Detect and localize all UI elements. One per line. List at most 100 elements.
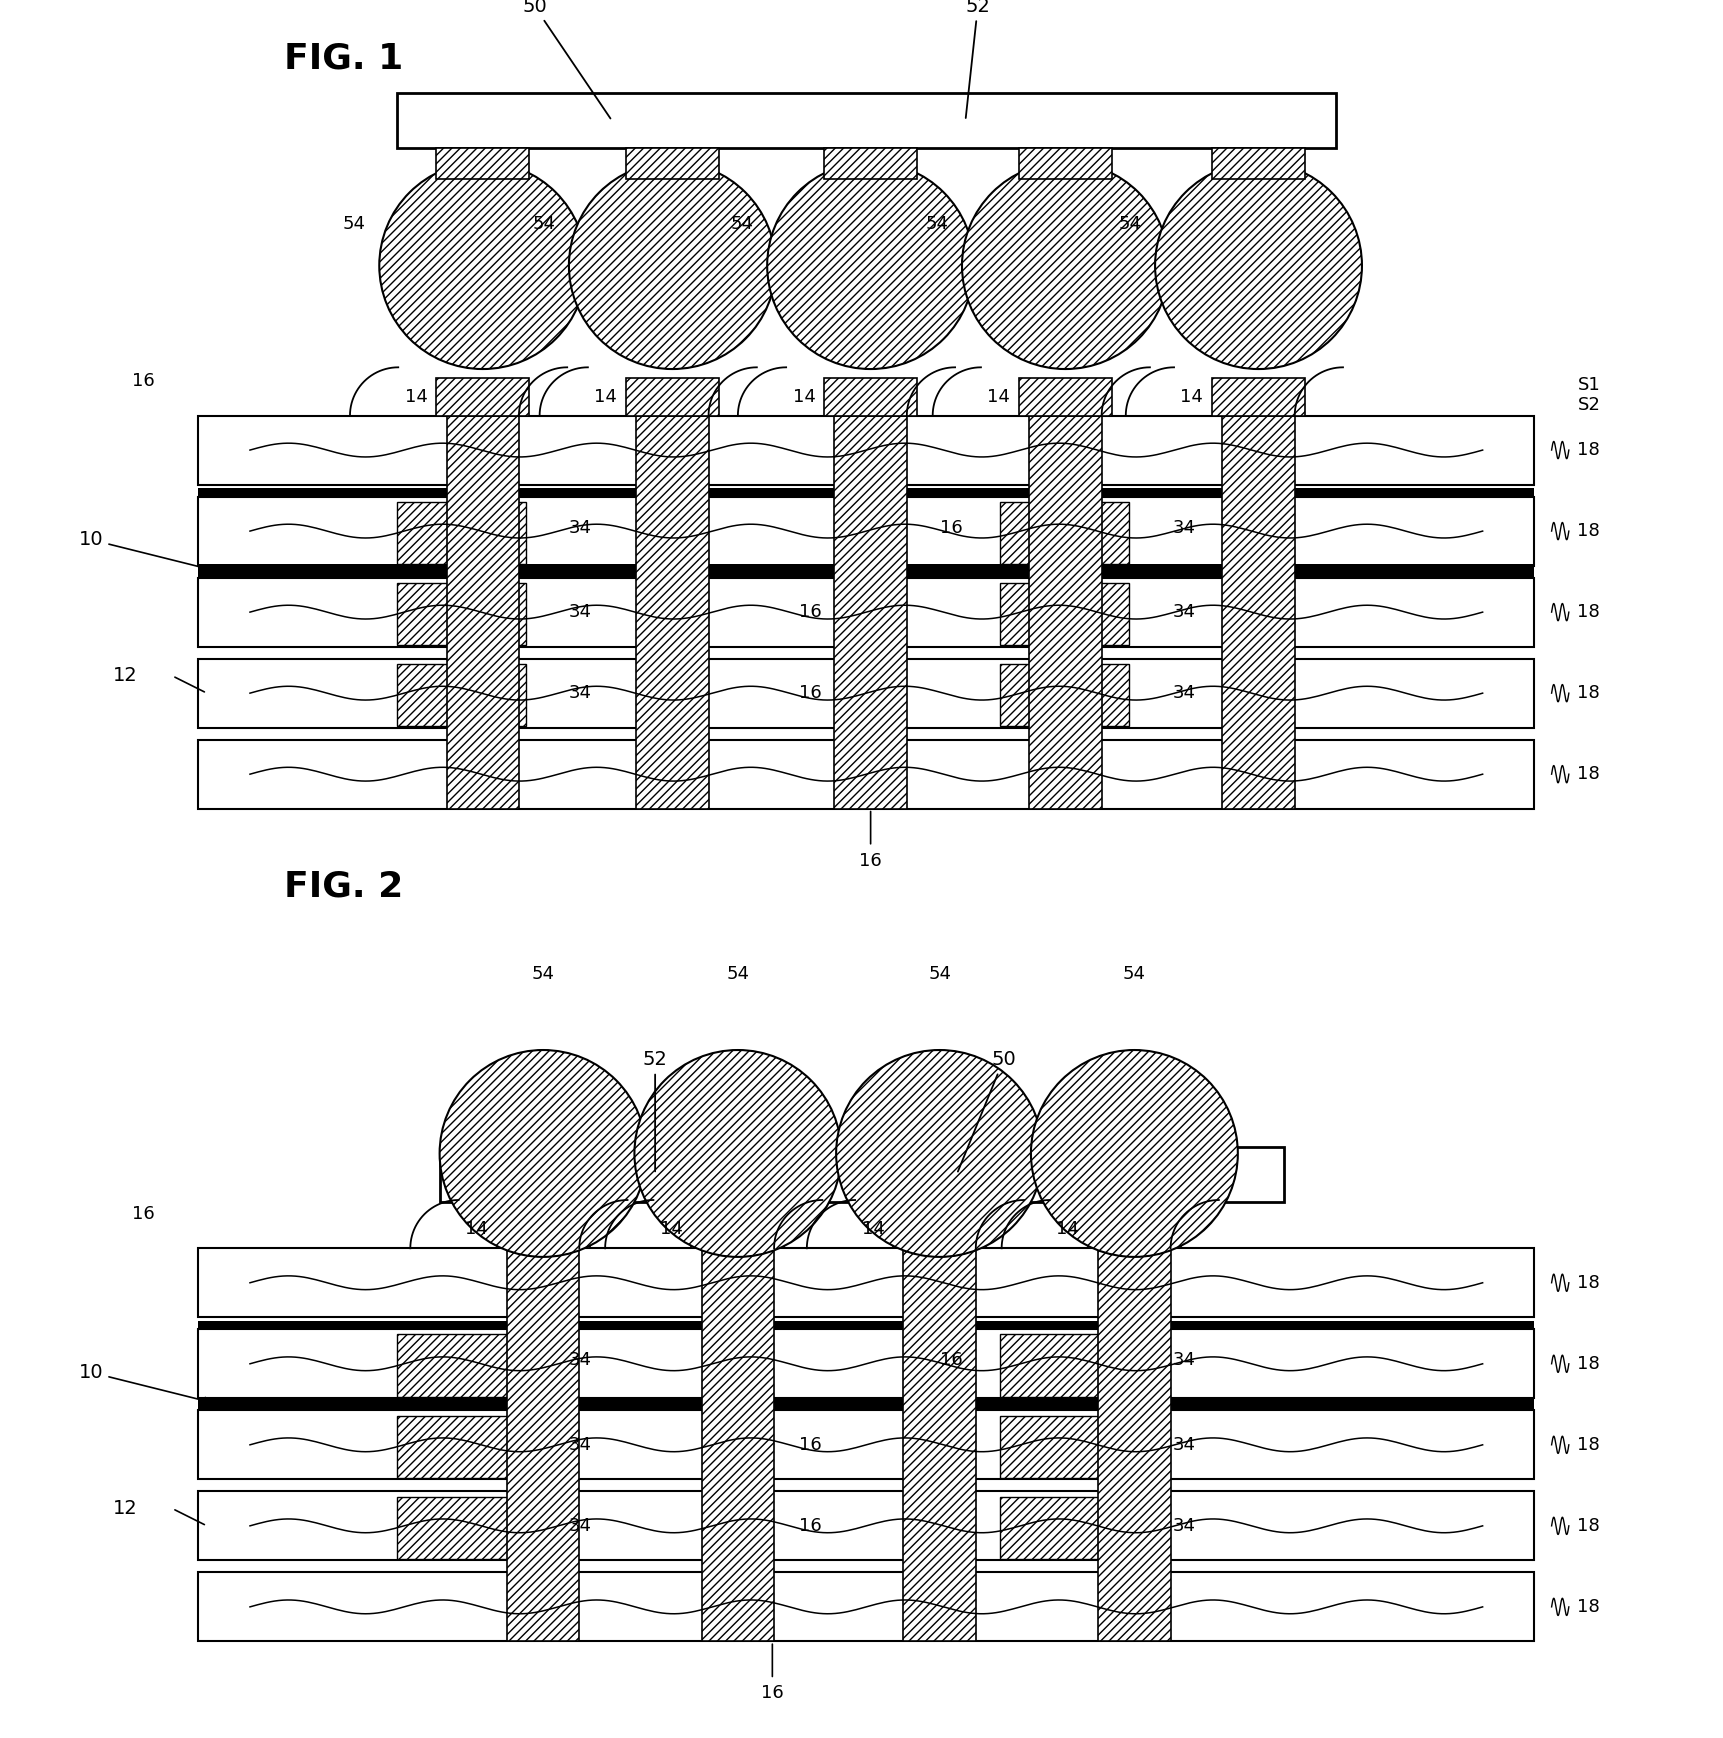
Bar: [893, 1210, 986, 1248]
Text: 52: 52: [965, 0, 989, 118]
Text: 34: 34: [569, 603, 591, 620]
Bar: [625, 148, 718, 179]
Text: 16: 16: [798, 685, 822, 702]
Text: 18: 18: [1577, 441, 1599, 459]
Circle shape: [569, 162, 775, 368]
Text: 14: 14: [660, 1220, 682, 1237]
Bar: [198, 415, 1533, 485]
Text: 54: 54: [1118, 216, 1141, 233]
Text: 18: 18: [1577, 1274, 1599, 1291]
Bar: [1029, 415, 1101, 808]
Bar: [439, 1147, 1284, 1201]
Text: 14: 14: [1180, 388, 1203, 405]
Bar: [824, 148, 917, 179]
Text: S1: S1: [1577, 375, 1599, 393]
Bar: [396, 1496, 526, 1559]
Bar: [198, 659, 1533, 728]
Text: 50: 50: [522, 0, 610, 118]
Bar: [198, 1248, 1533, 1317]
Text: 18: 18: [1577, 685, 1599, 702]
Bar: [1087, 1210, 1180, 1248]
Text: 54: 54: [1122, 965, 1146, 982]
Text: 34: 34: [1172, 518, 1194, 537]
Circle shape: [1030, 1050, 1237, 1257]
Text: 52: 52: [643, 1050, 667, 1171]
Text: 34: 34: [1172, 685, 1194, 702]
Text: S2: S2: [1577, 396, 1599, 414]
Bar: [1018, 377, 1111, 415]
Text: 54: 54: [532, 216, 555, 233]
Text: 54: 54: [731, 216, 753, 233]
Bar: [999, 1496, 1129, 1559]
Text: 10: 10: [79, 530, 210, 572]
Text: FIG. 1: FIG. 1: [284, 42, 403, 76]
Bar: [198, 1321, 1533, 1330]
Text: 18: 18: [1577, 1517, 1599, 1535]
Circle shape: [439, 1050, 646, 1257]
Text: 16: 16: [858, 852, 882, 869]
Text: 16: 16: [133, 372, 155, 389]
Text: 12: 12: [114, 1500, 138, 1517]
Text: 16: 16: [798, 603, 822, 620]
Bar: [198, 577, 1533, 647]
Bar: [999, 502, 1129, 563]
Text: 14: 14: [987, 388, 1010, 405]
Text: 12: 12: [114, 666, 138, 685]
Bar: [396, 664, 526, 726]
Text: 14: 14: [793, 388, 815, 405]
Bar: [198, 1410, 1533, 1479]
Bar: [1211, 377, 1304, 415]
Bar: [446, 415, 519, 808]
Bar: [198, 1573, 1533, 1641]
Bar: [436, 377, 529, 415]
Text: 14: 14: [862, 1220, 884, 1237]
Bar: [691, 1210, 784, 1248]
Bar: [999, 582, 1129, 645]
Text: 14: 14: [405, 388, 427, 405]
Bar: [198, 1330, 1533, 1399]
Bar: [824, 377, 917, 415]
Circle shape: [836, 1050, 1042, 1257]
Text: 54: 54: [725, 965, 750, 982]
Bar: [198, 1491, 1533, 1561]
Text: 14: 14: [594, 388, 617, 405]
Text: 16: 16: [798, 1517, 822, 1535]
Bar: [198, 497, 1533, 565]
Bar: [198, 740, 1533, 808]
Bar: [198, 488, 1533, 497]
Text: 16: 16: [133, 1204, 155, 1224]
Bar: [999, 664, 1129, 726]
Text: 34: 34: [569, 518, 591, 537]
Bar: [701, 1248, 774, 1641]
Bar: [999, 1415, 1129, 1477]
Bar: [834, 415, 906, 808]
Text: 18: 18: [1577, 1436, 1599, 1453]
Text: 34: 34: [1172, 1436, 1194, 1453]
Bar: [999, 1335, 1129, 1397]
Text: 16: 16: [939, 518, 961, 537]
Bar: [198, 563, 1533, 577]
Text: 16: 16: [798, 1436, 822, 1453]
Text: 54: 54: [927, 965, 951, 982]
Text: 54: 54: [925, 216, 948, 233]
Text: 18: 18: [1577, 521, 1599, 541]
Bar: [1098, 1248, 1170, 1641]
Bar: [396, 502, 526, 563]
Bar: [198, 1397, 1533, 1410]
Bar: [436, 148, 529, 179]
Circle shape: [634, 1050, 841, 1257]
Text: 50: 50: [958, 1050, 1015, 1171]
Circle shape: [1154, 162, 1361, 368]
Circle shape: [961, 162, 1168, 368]
Text: 34: 34: [1172, 603, 1194, 620]
Text: 34: 34: [1172, 1517, 1194, 1535]
Text: 14: 14: [465, 1220, 488, 1237]
Text: 16: 16: [760, 1684, 784, 1703]
Text: 54: 54: [531, 965, 555, 982]
Text: 18: 18: [1577, 1597, 1599, 1616]
Bar: [396, 1415, 526, 1477]
Bar: [507, 1248, 579, 1641]
Circle shape: [767, 162, 973, 368]
Text: 10: 10: [79, 1363, 210, 1404]
Text: 34: 34: [569, 1352, 591, 1370]
